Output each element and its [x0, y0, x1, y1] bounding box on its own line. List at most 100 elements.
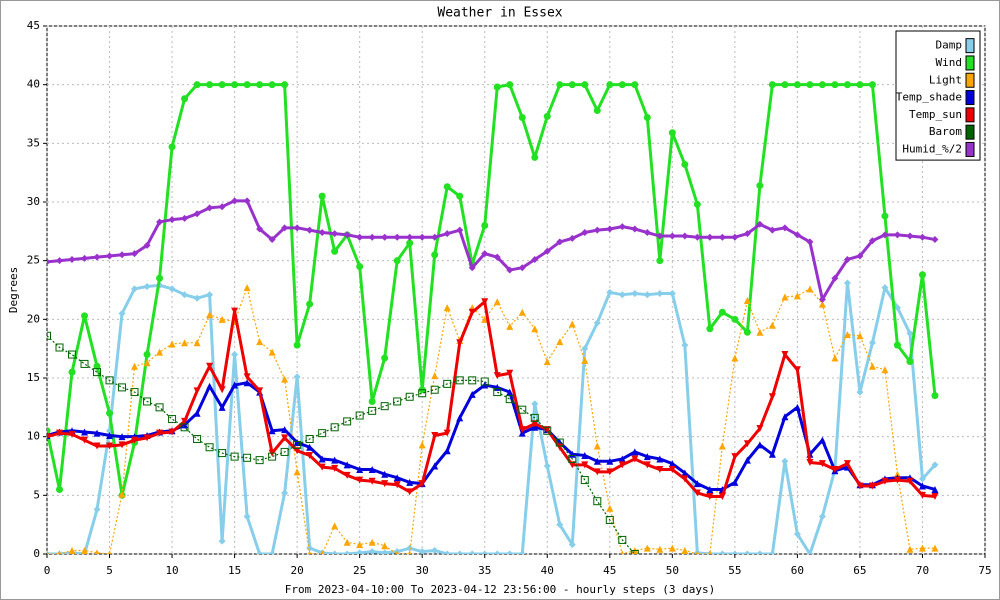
data-point — [743, 550, 751, 554]
data-point — [643, 544, 651, 552]
data-point — [618, 81, 626, 89]
x-tick-label: 70 — [916, 564, 929, 577]
data-point — [431, 546, 439, 554]
data-point — [818, 81, 826, 89]
series-line — [47, 335, 637, 554]
x-tick-label: 65 — [853, 564, 866, 577]
data-point — [395, 550, 399, 554]
data-point — [193, 435, 202, 444]
data-point — [756, 424, 764, 432]
data-point — [768, 550, 776, 554]
data-point — [918, 544, 926, 552]
data-point — [218, 403, 226, 411]
data-point — [468, 390, 476, 398]
data-point — [430, 385, 439, 394]
data-point — [568, 454, 577, 463]
data-point — [118, 383, 127, 392]
data-point — [306, 451, 314, 459]
data-point — [168, 415, 177, 424]
data-point — [381, 354, 389, 362]
data-point — [718, 233, 726, 241]
data-point — [718, 493, 726, 501]
data-point — [206, 362, 214, 370]
data-point — [581, 229, 589, 237]
data-point — [506, 322, 514, 330]
y-tick-label: 40 — [27, 78, 40, 91]
data-point — [581, 461, 589, 469]
data-point — [318, 463, 326, 471]
data-point — [718, 308, 726, 316]
data-point — [493, 83, 501, 91]
data-point — [381, 233, 389, 241]
data-point — [868, 362, 876, 370]
data-point — [555, 438, 564, 447]
data-point — [231, 381, 239, 389]
data-point — [581, 451, 589, 459]
data-point — [256, 225, 264, 233]
data-point — [68, 546, 76, 554]
data-point — [356, 476, 364, 484]
data-point — [931, 485, 939, 493]
data-point — [606, 81, 614, 89]
data-point — [568, 450, 576, 458]
data-point — [656, 290, 664, 298]
data-point — [455, 376, 464, 385]
data-point — [708, 550, 712, 554]
data-point — [81, 436, 89, 444]
data-point — [231, 351, 239, 359]
data-point — [80, 359, 89, 368]
data-point — [293, 373, 301, 381]
data-point — [193, 339, 201, 347]
data-point — [581, 81, 589, 89]
data-point — [743, 328, 751, 336]
data-point — [543, 112, 551, 120]
data-point — [181, 214, 189, 222]
data-point — [343, 417, 352, 426]
data-point — [181, 95, 189, 103]
x-tick-label: 0 — [44, 564, 51, 577]
data-point — [293, 447, 301, 455]
data-point — [268, 81, 276, 89]
data-point — [368, 233, 376, 241]
data-point — [118, 251, 126, 259]
data-point — [243, 81, 251, 89]
data-point — [531, 400, 539, 408]
legend-swatch — [965, 141, 975, 157]
data-point — [418, 548, 426, 554]
data-point — [868, 339, 876, 347]
data-point — [543, 247, 551, 255]
data-point — [531, 423, 539, 431]
data-point — [556, 238, 564, 246]
data-point — [180, 423, 189, 432]
data-point — [55, 343, 64, 352]
data-point — [93, 505, 101, 513]
data-point — [56, 257, 64, 265]
data-point — [181, 291, 189, 299]
data-point — [130, 388, 139, 397]
data-point — [806, 550, 814, 554]
data-point — [818, 295, 826, 303]
data-point — [231, 307, 239, 315]
chart-title: Weather in Essex — [437, 6, 562, 21]
data-point — [381, 470, 389, 478]
data-point — [543, 426, 551, 434]
data-point — [355, 411, 364, 420]
data-point — [843, 331, 851, 339]
data-point — [756, 328, 764, 336]
data-point — [443, 379, 452, 388]
data-point — [243, 453, 252, 462]
data-point — [756, 550, 764, 554]
data-point — [456, 192, 464, 200]
legend-label: Humid_%/2 — [902, 142, 962, 155]
data-point — [706, 485, 714, 493]
data-point — [281, 489, 289, 497]
x-tick-label: 75 — [978, 564, 991, 577]
data-point — [155, 403, 164, 412]
data-point — [343, 461, 351, 469]
x-tick-label: 25 — [353, 564, 366, 577]
x-tick-label: 55 — [728, 564, 741, 577]
data-point — [218, 315, 226, 323]
data-point — [806, 238, 814, 246]
legend-swatch — [965, 38, 975, 54]
